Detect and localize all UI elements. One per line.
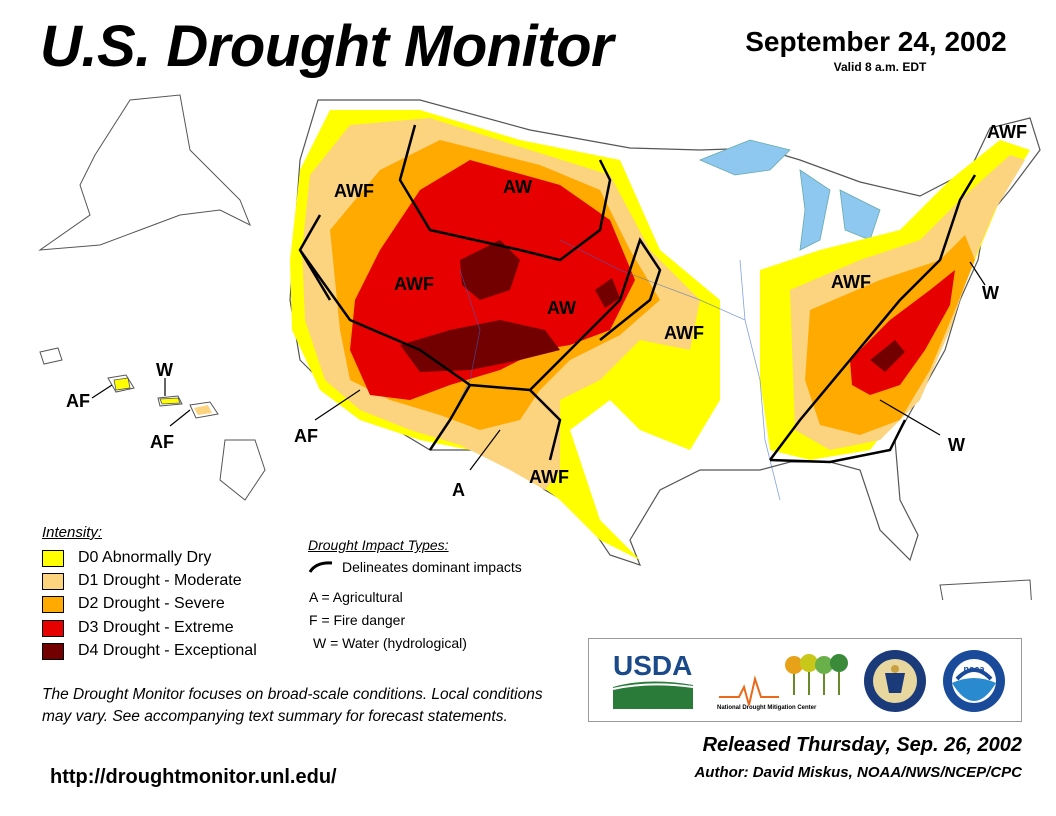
label-awf-pacnw: AWF <box>334 181 374 201</box>
hawaii-islands <box>39 347 266 501</box>
website-link[interactable]: http://droughtmonitor.unl.edu/ <box>50 766 337 788</box>
author-credit: Author: David Miskus, NOAA/NWS/NCEP/CPC <box>694 764 1022 781</box>
puerto-rico-outline <box>939 579 1032 600</box>
legend-item-d3: D3 Drought - Extreme <box>42 618 234 638</box>
label-af-southwest: AF <box>294 426 318 446</box>
label-w-southeast: W <box>948 435 965 455</box>
legend-label: D2 Drought - Severe <box>78 595 225 612</box>
d4-swatch <box>42 642 64 660</box>
impact-boundary-east <box>769 174 977 464</box>
logos-art: USDA National Drought Mitigation Center … <box>612 650 1005 712</box>
usda-logo: USDA <box>612 650 694 709</box>
d1-swatch <box>42 572 64 590</box>
legend-label: D3 Drought - Extreme <box>78 619 234 636</box>
alaska-outline <box>38 94 251 251</box>
label-awf-texas: AWF <box>529 467 569 487</box>
d0-swatch <box>42 549 64 567</box>
label-aw-plains: AW <box>547 298 576 318</box>
label-a-texas: A <box>452 480 465 500</box>
impact-line-label: Delineates dominant impacts <box>342 559 522 575</box>
legend-item-d1: D1 Drought - Moderate <box>42 571 242 591</box>
label-af-hawaii-2: AF <box>150 432 174 452</box>
legend-title: Intensity: <box>42 524 103 541</box>
label-w-hawaii: W <box>156 360 173 380</box>
legend-item-d0: D0 Abnormally Dry <box>42 548 211 568</box>
impact-types-title: Drought Impact Types: <box>308 537 449 553</box>
label-awf-ohio: AWF <box>831 272 871 292</box>
noaa-logo-text: noaa <box>963 664 985 674</box>
d2-swatch <box>42 595 64 613</box>
d4-region-virginia <box>870 340 905 372</box>
map-date: September 24, 2002 <box>745 26 1007 57</box>
impact-code-w: W = Water (hydrological) <box>313 635 467 651</box>
d3-swatch <box>42 619 64 637</box>
impact-line-legend: Delineates dominant impacts <box>308 559 522 575</box>
legend-label: D1 Drought - Moderate <box>78 572 242 589</box>
d4-region-nebraska <box>595 278 620 308</box>
partner-logos: USDA National Drought Mitigation Center … <box>588 638 1022 722</box>
impact-code-a: A = Agricultural <box>309 589 403 605</box>
label-leader-lines <box>91 261 986 471</box>
usda-logo-text: USDA <box>613 650 692 681</box>
impact-code-f: F = Fire danger <box>309 612 406 628</box>
impact-line-icon <box>308 561 333 573</box>
impact-boundary-west <box>298 124 662 461</box>
noaa-logo: noaa <box>943 650 1005 712</box>
legend-item-d4: D4 Drought - Exceptional <box>42 641 257 661</box>
ndmc-logo-text: National Drought Mitigation Center <box>717 705 817 711</box>
hawaii-d1 <box>194 405 212 415</box>
label-w-northeast: W <box>982 283 999 303</box>
legend-item-d2: D2 Drought - Severe <box>42 594 225 614</box>
label-aw-north: AW <box>503 177 532 197</box>
legend-label: D4 Drought - Exceptional <box>78 642 257 659</box>
label-awf-greatbasin: AWF <box>394 274 434 294</box>
valid-time: Valid 8 a.m. EDT <box>833 60 927 74</box>
disclaimer-note: The Drought Monitor focuses on broad-sca… <box>42 686 543 725</box>
drought-map: AWF AW AWF AW AWF AWF AWF W W AF A AWF A… <box>38 94 1041 600</box>
label-awf-newengland: AWF <box>987 122 1027 142</box>
legend-label: D0 Abnormally Dry <box>78 549 212 566</box>
ndmc-logo: National Drought Mitigation Center <box>717 654 848 711</box>
page-title: U.S. Drought Monitor <box>40 14 614 79</box>
release-date: Released Thursday, Sep. 26, 2002 <box>702 734 1022 756</box>
label-awf-midwest: AWF <box>664 323 704 343</box>
d4-region-colorado <box>400 320 560 372</box>
label-af-hawaii-1: AF <box>66 391 90 411</box>
hawaii-drought <box>113 377 181 405</box>
d4-region-wyoming <box>460 240 520 300</box>
doc-seal-logo <box>864 650 926 712</box>
